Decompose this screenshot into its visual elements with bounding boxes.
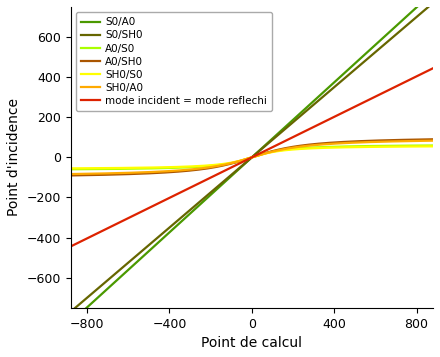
A0/S0 — [435, 143, 440, 147]
Line: A0/SH0: A0/SH0 — [66, 139, 437, 176]
S0/A0 — [424, 0, 429, 1]
A0/S0 — [64, 167, 69, 171]
Line: A0/S0: A0/S0 — [66, 145, 437, 169]
mode incident = mode reflechi — [356, 103, 361, 107]
A0/SH0 — [64, 174, 69, 178]
A0/S0 — [83, 167, 88, 171]
S0/SH0 — [424, 6, 429, 11]
SH0/A0 — [356, 140, 361, 145]
SH0/A0 — [234, 160, 239, 164]
SH0/S0 — [424, 144, 429, 149]
SH0/A0 — [435, 139, 440, 143]
mode incident = mode reflechi — [234, 162, 239, 167]
mode incident = mode reflechi — [83, 237, 88, 241]
A0/SH0 — [244, 157, 249, 161]
SH0/S0 — [244, 157, 249, 161]
SH0/S0 — [83, 166, 88, 170]
A0/SH0 — [356, 139, 361, 144]
SH0/A0 — [83, 172, 88, 176]
A0/SH0 — [435, 137, 440, 141]
S0/A0 — [83, 307, 88, 311]
SH0/S0 — [435, 144, 440, 149]
S0/SH0 — [234, 168, 239, 172]
S0/SH0 — [356, 65, 361, 69]
mode incident = mode reflechi — [424, 70, 429, 74]
SH0/S0 — [424, 144, 429, 149]
mode incident = mode reflechi — [244, 158, 249, 162]
S0/A0 — [356, 58, 361, 62]
A0/S0 — [424, 144, 429, 148]
A0/S0 — [234, 160, 239, 164]
mode incident = mode reflechi — [424, 69, 429, 74]
X-axis label: Point de calcul: Point de calcul — [202, 336, 302, 350]
mode incident = mode reflechi — [64, 246, 69, 251]
SH0/A0 — [244, 157, 249, 161]
SH0/A0 — [424, 139, 429, 143]
A0/SH0 — [424, 137, 429, 142]
Legend: S0/A0, S0/SH0, A0/S0, A0/SH0, SH0/S0, SH0/A0, mode incident = mode reflechi: S0/A0, S0/SH0, A0/S0, A0/SH0, SH0/S0, SH… — [76, 12, 272, 111]
SH0/S0 — [234, 159, 239, 164]
SH0/A0 — [64, 172, 69, 176]
Line: SH0/A0: SH0/A0 — [66, 141, 437, 174]
S0/A0 — [244, 160, 249, 164]
A0/S0 — [424, 144, 429, 148]
Y-axis label: Point d'incidence: Point d'incidence — [7, 99, 21, 216]
S0/SH0 — [244, 160, 249, 164]
S0/SH0 — [64, 313, 69, 317]
Line: S0/SH0: S0/SH0 — [66, 0, 437, 315]
S0/SH0 — [83, 297, 88, 301]
S0/SH0 — [424, 7, 429, 11]
S0/SH0 — [435, 0, 440, 1]
A0/S0 — [244, 157, 249, 161]
Line: S0/A0: S0/A0 — [66, 0, 437, 326]
A0/SH0 — [234, 160, 239, 164]
Line: mode incident = mode reflechi: mode incident = mode reflechi — [66, 66, 437, 248]
SH0/S0 — [64, 166, 69, 171]
A0/SH0 — [424, 137, 429, 142]
Line: SH0/S0: SH0/S0 — [66, 146, 437, 169]
A0/S0 — [356, 144, 361, 149]
A0/SH0 — [83, 173, 88, 177]
S0/A0 — [64, 324, 69, 328]
SH0/S0 — [356, 145, 361, 149]
SH0/A0 — [424, 139, 429, 143]
mode incident = mode reflechi — [435, 64, 440, 68]
S0/A0 — [234, 169, 239, 173]
